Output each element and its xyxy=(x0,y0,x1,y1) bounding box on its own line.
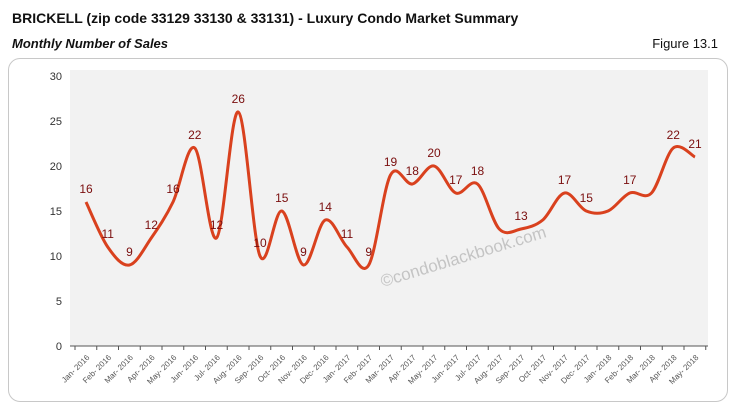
data-label: 10 xyxy=(253,236,267,250)
y-tick-label: 25 xyxy=(50,116,62,128)
data-label: 15 xyxy=(275,191,289,205)
series-line xyxy=(84,110,696,270)
chart-title: BRICKELL (zip code 33129 33130 & 33131) … xyxy=(12,10,519,26)
plot-area xyxy=(70,70,708,346)
data-label: 19 xyxy=(384,155,398,169)
data-label: 22 xyxy=(188,128,202,142)
data-label: 14 xyxy=(319,200,333,214)
figure-number: Figure 13.1 xyxy=(652,36,718,51)
data-label: 16 xyxy=(166,182,180,196)
data-label: 22 xyxy=(667,128,681,142)
data-label: 11 xyxy=(102,227,115,241)
y-tick-label: 10 xyxy=(50,251,62,263)
chart-frame xyxy=(8,58,728,402)
y-tick-label: 15 xyxy=(50,206,62,218)
data-label: 9 xyxy=(300,245,307,259)
data-label: 18 xyxy=(471,164,485,178)
data-label: 9 xyxy=(365,245,372,259)
data-label: 20 xyxy=(427,146,441,160)
data-label: 17 xyxy=(623,173,637,187)
data-label: 9 xyxy=(126,245,133,259)
data-label: 12 xyxy=(210,218,224,232)
data-label: 17 xyxy=(449,173,463,187)
y-tick-label: 0 xyxy=(56,341,62,353)
y-tick-label: 20 xyxy=(50,161,62,173)
data-label: 16 xyxy=(79,182,93,196)
data-label: 21 xyxy=(688,137,702,151)
data-label: 26 xyxy=(232,92,246,106)
data-label: 13 xyxy=(514,209,528,223)
data-label: 12 xyxy=(145,218,159,232)
chart-subtitle: Monthly Number of Sales xyxy=(12,36,169,51)
data-label: 17 xyxy=(558,173,572,187)
data-label: 15 xyxy=(580,191,594,205)
y-tick-label: 30 xyxy=(50,71,62,83)
data-label: 18 xyxy=(406,164,420,178)
data-label: 11 xyxy=(341,227,354,241)
y-tick-label: 5 xyxy=(56,296,62,308)
